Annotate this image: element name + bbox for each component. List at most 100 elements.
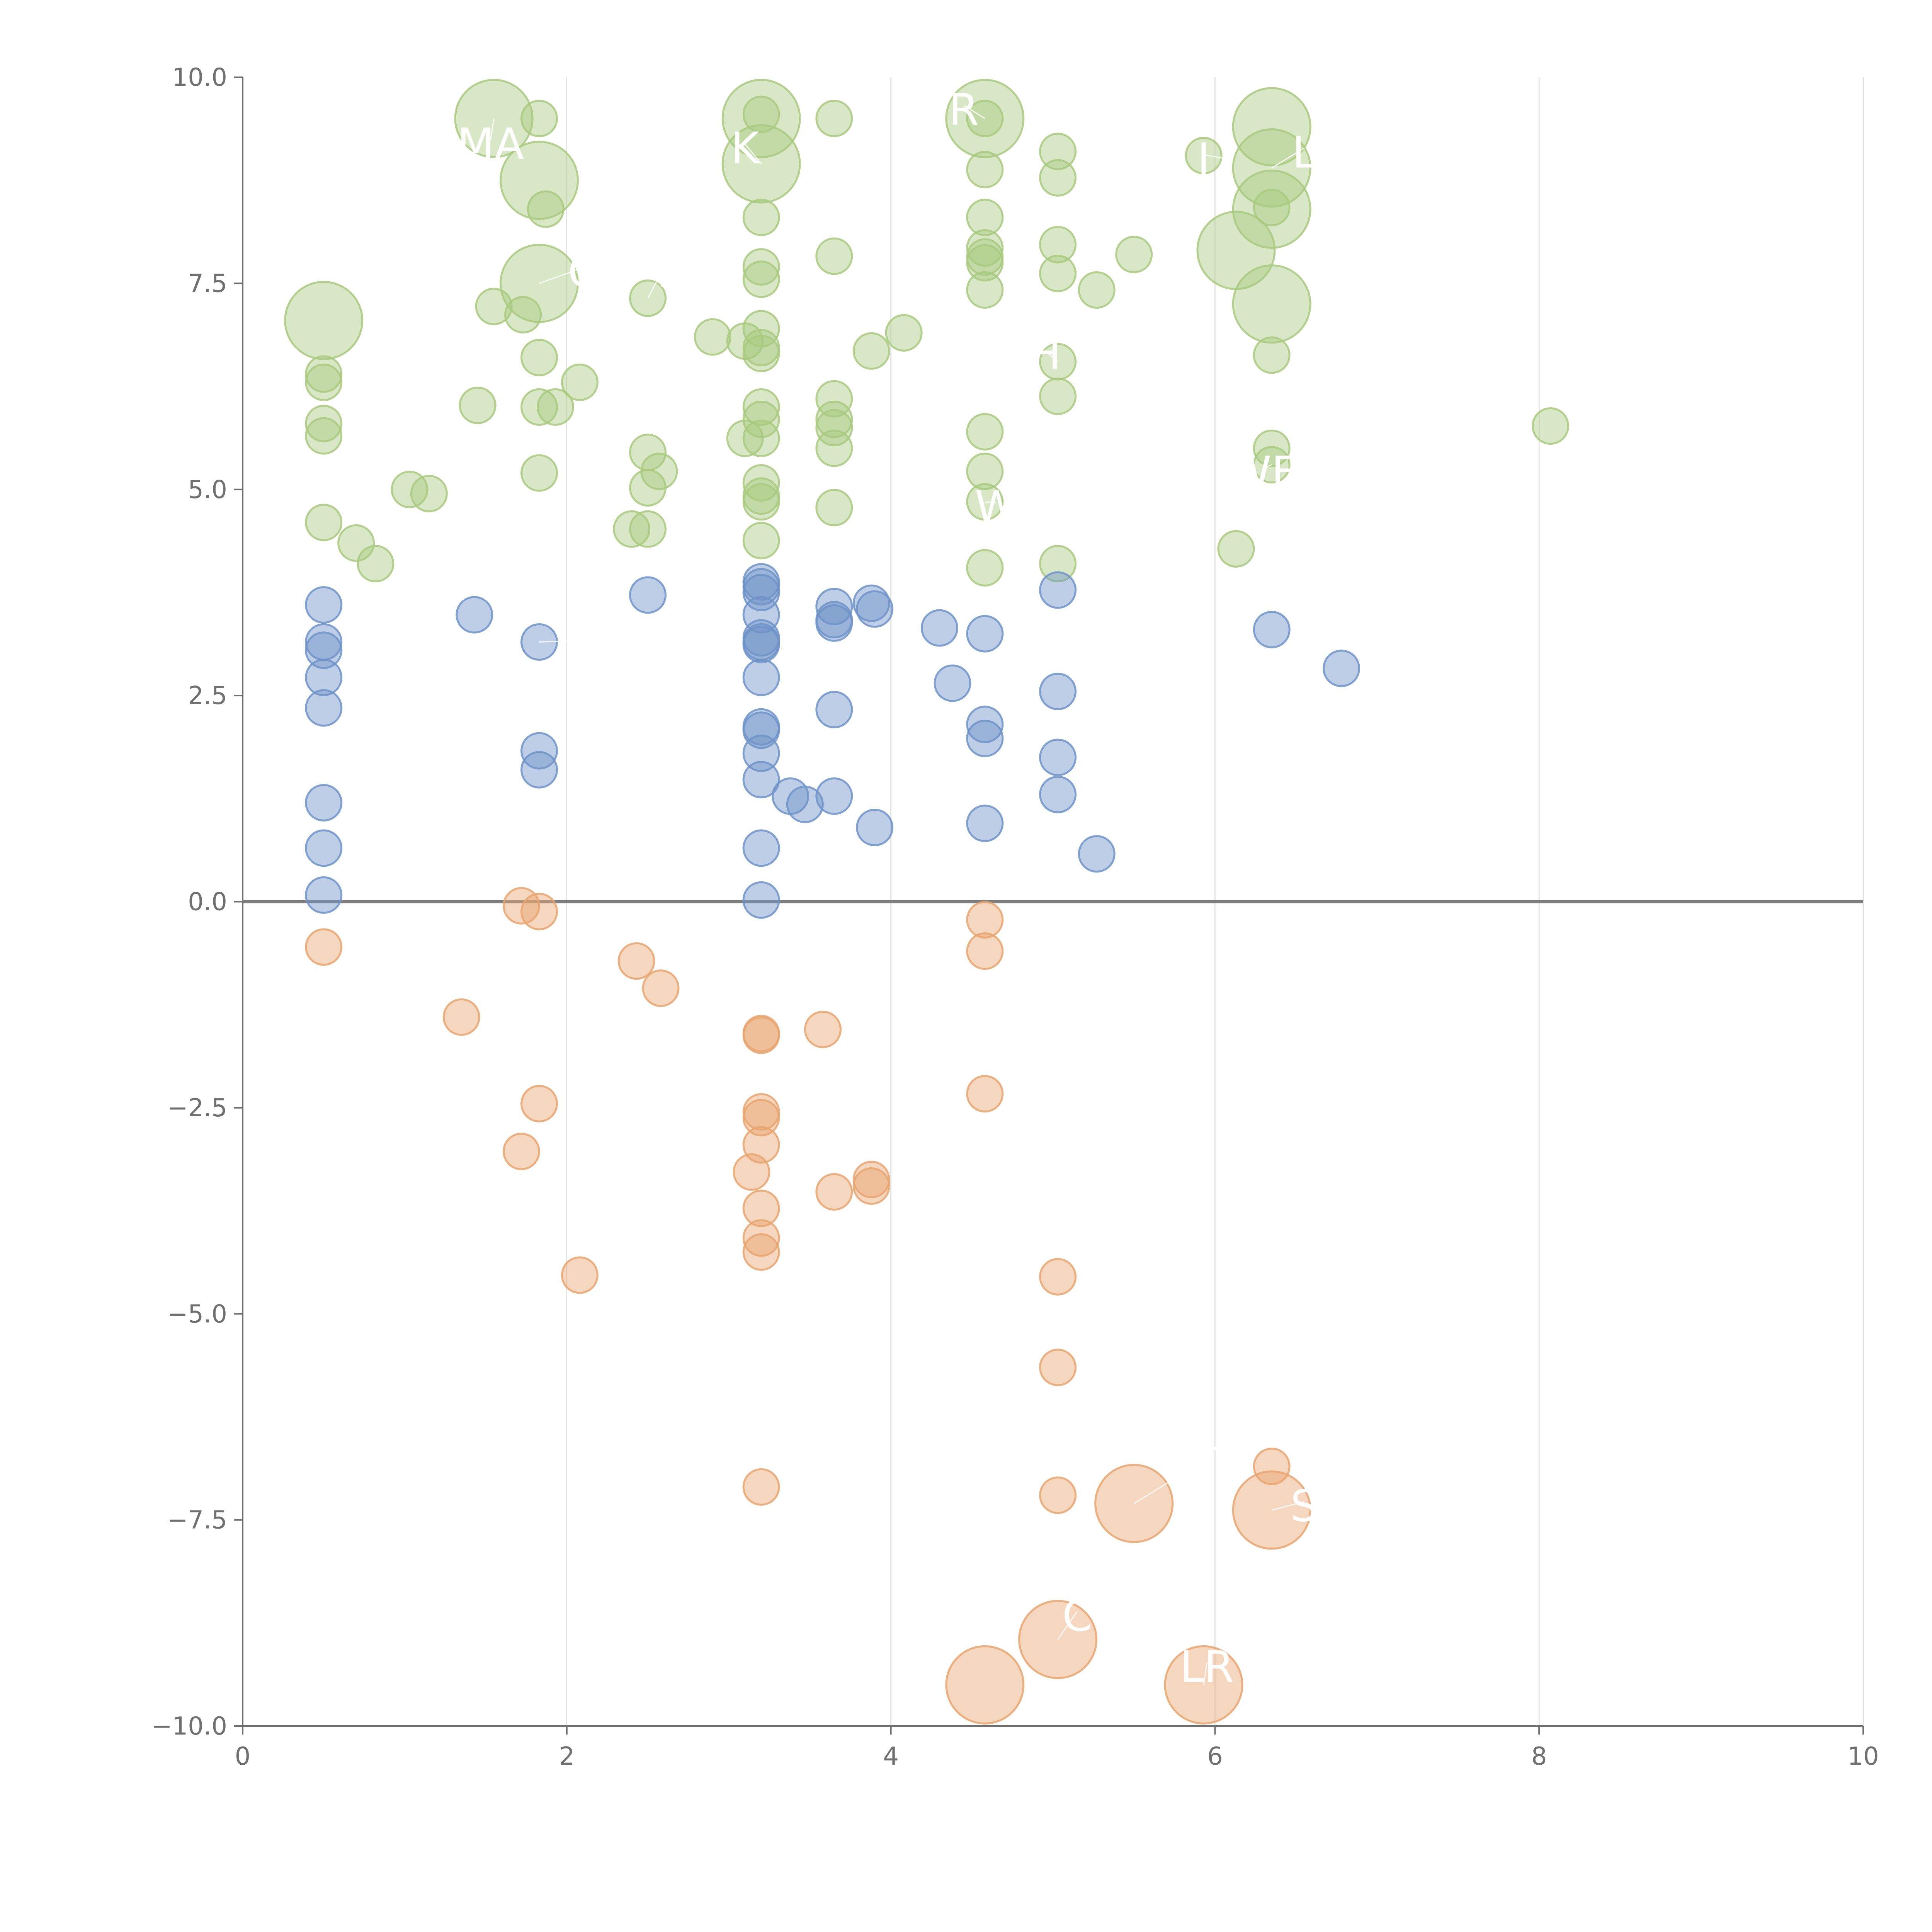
blue-point xyxy=(856,590,894,628)
y-tick-label: 2.5 xyxy=(188,682,227,710)
point-label: WE xyxy=(1228,447,1299,498)
blue-point xyxy=(629,576,667,614)
blue-point xyxy=(305,658,343,696)
green-point xyxy=(1115,236,1153,274)
blue-point xyxy=(966,804,1004,842)
blue-point xyxy=(742,829,780,867)
blue-point xyxy=(742,734,780,772)
blue-point xyxy=(1039,571,1077,609)
point-label: K xyxy=(731,124,760,174)
green-point xyxy=(852,332,890,370)
green-point xyxy=(966,151,1004,189)
orange-point xyxy=(815,1173,853,1211)
label-leader-line xyxy=(539,639,591,643)
green-point xyxy=(815,429,853,467)
blue-point xyxy=(786,786,824,823)
blue-point xyxy=(305,689,343,727)
point-label: S xyxy=(1291,1481,1318,1532)
green-point xyxy=(966,244,1004,282)
point-label: C xyxy=(568,247,598,298)
green-point xyxy=(742,248,780,286)
point-label: C xyxy=(1062,1591,1092,1641)
green-point xyxy=(1039,378,1077,415)
green-point xyxy=(520,454,558,492)
green-point xyxy=(966,413,1004,451)
blue-point xyxy=(966,615,1004,653)
green-point xyxy=(520,338,558,376)
blue-point xyxy=(815,690,853,728)
orange-point xyxy=(742,1189,780,1227)
orange-point xyxy=(742,1099,780,1136)
label-leader-line xyxy=(963,105,985,119)
green-point xyxy=(504,296,542,333)
green-point xyxy=(742,95,780,133)
blue-point xyxy=(815,604,853,642)
label-leader-line xyxy=(1057,1611,1078,1640)
label-leader-line xyxy=(1203,154,1231,160)
point-label: L xyxy=(1292,128,1316,178)
blue-point xyxy=(934,664,971,702)
y-tick-label: −2.5 xyxy=(167,1094,227,1122)
green-point xyxy=(475,287,513,325)
green-point xyxy=(305,417,343,455)
orange-point xyxy=(742,1219,780,1257)
green-point xyxy=(966,199,1004,236)
orange-point xyxy=(733,1153,770,1191)
blue-point xyxy=(305,631,343,669)
orange-point xyxy=(966,932,1004,970)
green-point xyxy=(520,100,558,138)
x-tick-label: 0 xyxy=(235,1742,251,1771)
blue-point xyxy=(1078,835,1116,873)
label-leader-line xyxy=(647,267,665,299)
label-leader-line xyxy=(1271,1501,1304,1511)
green-point xyxy=(337,524,375,562)
x-tick-label: 8 xyxy=(1531,1742,1547,1771)
orange-point xyxy=(642,969,680,1007)
blue-point xyxy=(1039,672,1077,710)
point-label: H xyxy=(1029,330,1061,380)
green-point xyxy=(1039,226,1077,264)
label-leader-line xyxy=(1044,349,1058,362)
blue-point xyxy=(815,588,853,626)
green-point xyxy=(966,549,1004,587)
green-point xyxy=(694,318,731,356)
green-point xyxy=(1232,169,1311,249)
green-point xyxy=(742,419,780,457)
orange-point xyxy=(804,1010,842,1048)
green-point xyxy=(966,229,1004,267)
green-point xyxy=(1217,530,1255,568)
blue-point xyxy=(456,596,493,634)
orange-point xyxy=(966,901,1004,939)
orange-point xyxy=(852,1167,890,1205)
green-point xyxy=(1253,429,1291,467)
green-point xyxy=(520,388,558,426)
blue-point xyxy=(520,751,558,789)
green-point xyxy=(1185,137,1223,175)
axes: −10.0 −7.5 −5.0 −2.5 0.0 2.5 5.0 7.5 10.0 0 2 4 6 8 10 xyxy=(151,63,1879,1771)
green-point xyxy=(1232,87,1311,167)
orange-point xyxy=(945,1645,1025,1725)
green-point xyxy=(410,474,448,512)
green-point xyxy=(742,388,780,426)
green-point xyxy=(885,314,923,352)
green-point xyxy=(742,260,780,298)
orange-point xyxy=(305,928,343,966)
x-tick-label: 2 xyxy=(559,1742,575,1771)
blue-point xyxy=(742,761,780,799)
y-tick-label: 0.0 xyxy=(188,888,227,917)
x-tick-label: 4 xyxy=(883,1742,899,1771)
y-tick-label: −5.0 xyxy=(167,1300,227,1328)
green-point xyxy=(459,386,497,424)
orange-point xyxy=(617,942,655,980)
blue-point xyxy=(920,609,958,647)
blue-point xyxy=(742,711,780,749)
y-tick-label: −10.0 xyxy=(151,1712,227,1741)
x-tick-label: 10 xyxy=(1847,1742,1879,1771)
blue-point xyxy=(966,706,1004,743)
green-point xyxy=(1039,255,1077,293)
point-label: T xyxy=(1193,1439,1220,1489)
blue-point xyxy=(305,784,343,821)
blue-point xyxy=(305,829,343,867)
